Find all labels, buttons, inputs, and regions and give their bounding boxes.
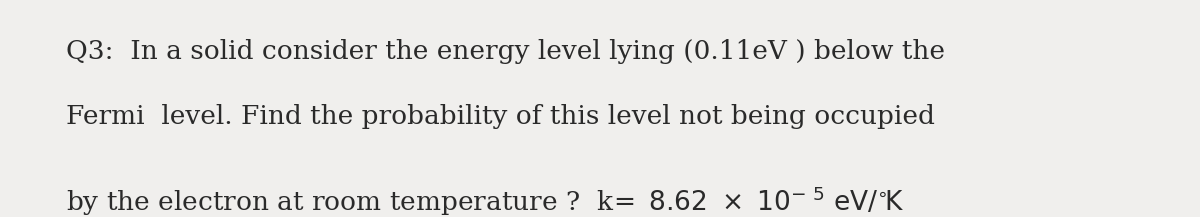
Text: by the electron at room temperature ?  k$\mathsf{\!=}$ $\mathsf{8.62\ \times\ 10: by the electron at room temperature ? k$…	[66, 184, 905, 217]
Text: Fermi  level. Find the probability of this level not being occupied: Fermi level. Find the probability of thi…	[66, 104, 935, 129]
Text: Q3:  In a solid consider the energy level lying (0.11eV ) below the: Q3: In a solid consider the energy level…	[66, 39, 946, 64]
